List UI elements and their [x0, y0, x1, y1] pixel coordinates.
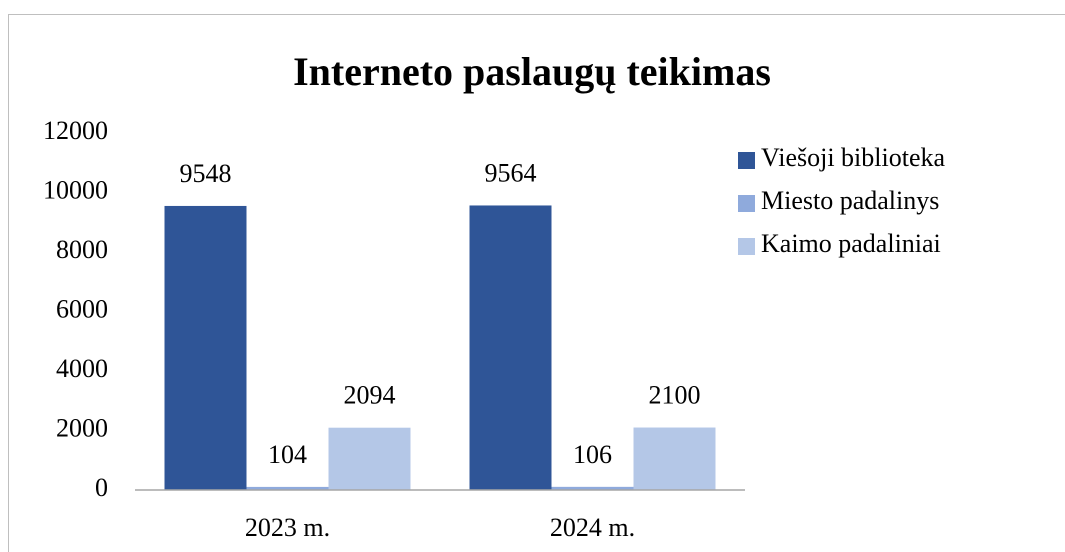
y-tick-label: 6000: [56, 294, 108, 323]
legend-label: Viešoji biblioteka: [761, 143, 945, 172]
bar: [551, 486, 634, 490]
bar: [633, 427, 716, 490]
x-tick-label: 2023 m.: [245, 513, 330, 542]
y-tick-label: 0: [95, 473, 108, 502]
data-label: 2100: [649, 380, 701, 409]
data-label: 9564: [485, 158, 537, 187]
bar: [328, 427, 411, 490]
data-label: 106: [573, 440, 612, 469]
data-label: 9548: [180, 159, 232, 188]
legend-label: Miesto padalinys: [761, 186, 939, 215]
data-label: 104: [268, 440, 307, 469]
bar: [469, 205, 552, 490]
data-label: 2094: [344, 381, 396, 410]
legend-label: Kaimo padaliniai: [761, 229, 941, 258]
legend-swatch: [738, 238, 755, 255]
bar: [246, 486, 329, 490]
bar: [164, 205, 247, 490]
legend-swatch: [738, 152, 755, 169]
x-tick-label: 2024 m.: [550, 513, 635, 542]
y-tick-label: 2000: [56, 413, 108, 442]
legend-swatch: [738, 195, 755, 212]
y-tick-label: 10000: [43, 175, 108, 204]
y-tick-label: 8000: [56, 235, 108, 264]
y-tick-label: 4000: [56, 354, 108, 383]
chart-title: Interneto paslaugų teikimas: [293, 49, 771, 94]
y-tick-label: 12000: [43, 116, 108, 145]
